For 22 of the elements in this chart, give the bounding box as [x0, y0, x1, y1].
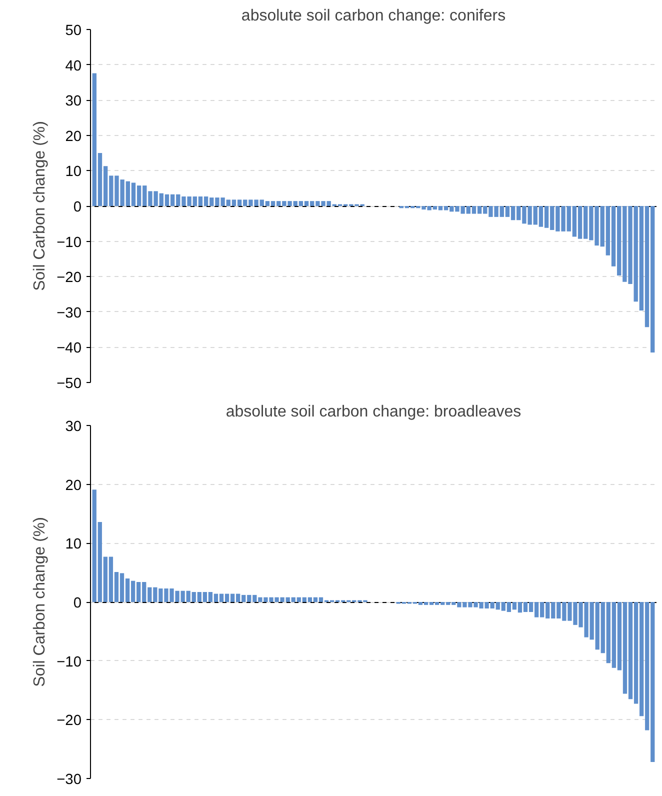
y-tick-label: −30	[56, 772, 82, 788]
y-tick-label: −10	[56, 234, 82, 251]
y-tick-label: 10	[65, 536, 82, 553]
y-tick-label: 30	[65, 94, 82, 110]
y-tick-label: −20	[56, 270, 82, 286]
y-tick-label: 20	[65, 128, 82, 145]
y-axis-title: Soil Carbon change (%)	[32, 517, 49, 687]
chart-title: absolute soil carbon change: conifers	[241, 8, 506, 24]
y-tick-label: −10	[56, 654, 82, 670]
y-tick-label: −30	[56, 305, 82, 322]
y-tick-label: 30	[65, 419, 82, 435]
y-tick-label: 10	[65, 164, 82, 180]
y-axis-title: Soil Carbon change (%)	[32, 121, 49, 291]
chart-title: absolute soil carbon change: broadleaves	[226, 404, 522, 420]
y-tick-label: 40	[65, 58, 82, 74]
y-tick-label: 20	[65, 478, 82, 494]
y-tick-label: 0	[73, 200, 82, 216]
y-tick-label: −50	[56, 376, 82, 392]
y-tick-label: 0	[73, 596, 82, 612]
y-tick-label: 50	[65, 23, 82, 39]
y-tick-label: −20	[56, 713, 82, 730]
y-tick-label: −40	[56, 340, 82, 357]
